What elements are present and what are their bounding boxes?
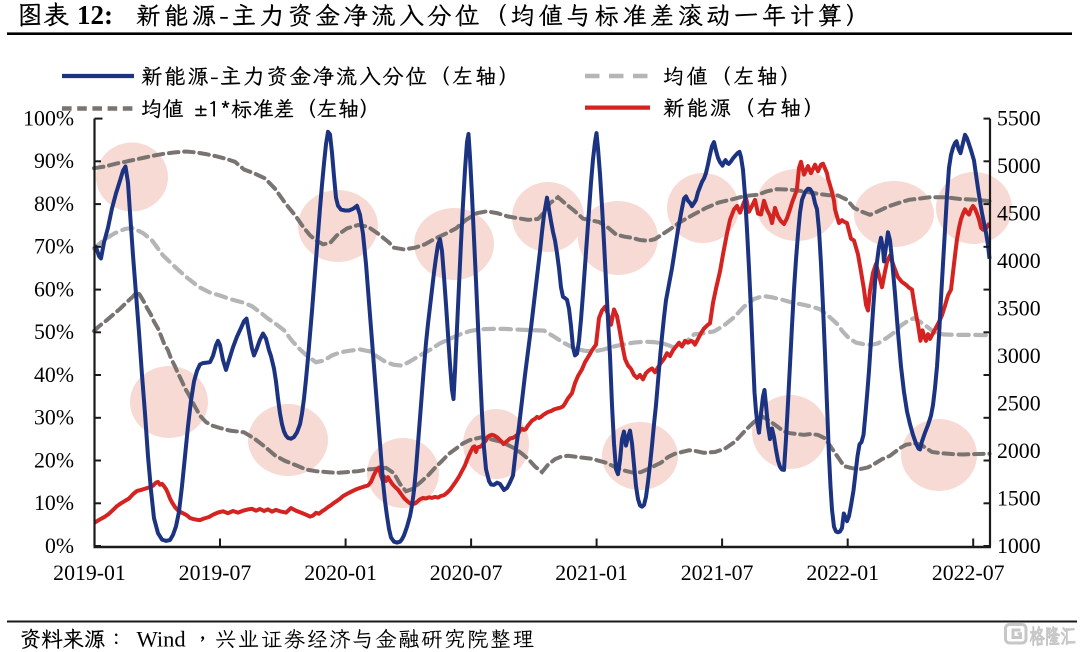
- svg-text:2020-07: 2020-07: [430, 561, 503, 585]
- svg-text:3500: 3500: [997, 296, 1041, 320]
- svg-text:60%: 60%: [34, 277, 74, 301]
- svg-text:12:: 12:: [77, 0, 113, 30]
- svg-text:20%: 20%: [34, 448, 74, 472]
- svg-text:2021-07: 2021-07: [681, 561, 754, 585]
- svg-text:2500: 2500: [997, 391, 1041, 415]
- svg-text:0%: 0%: [45, 534, 74, 558]
- svg-text:50%: 50%: [34, 320, 74, 344]
- svg-text:2019-07: 2019-07: [179, 561, 252, 585]
- svg-text:10%: 10%: [34, 491, 74, 515]
- svg-text:1500: 1500: [997, 486, 1041, 510]
- svg-text:4000: 4000: [997, 249, 1041, 273]
- svg-text:90%: 90%: [34, 149, 74, 173]
- svg-text:2019-01: 2019-01: [53, 561, 126, 585]
- svg-text:40%: 40%: [34, 363, 74, 387]
- svg-text:80%: 80%: [34, 192, 74, 216]
- svg-text:2022-07: 2022-07: [932, 561, 1005, 585]
- svg-text:2000: 2000: [997, 439, 1041, 463]
- svg-text:2021-01: 2021-01: [555, 561, 628, 585]
- svg-text:2022-01: 2022-01: [806, 561, 879, 585]
- svg-text:5000: 5000: [997, 154, 1041, 178]
- svg-text:70%: 70%: [34, 235, 74, 259]
- svg-text:5500: 5500: [997, 106, 1041, 130]
- svg-text:2020-01: 2020-01: [304, 561, 377, 585]
- svg-text:Wind: Wind: [137, 627, 186, 652]
- svg-text:100%: 100%: [23, 106, 74, 130]
- svg-text:3000: 3000: [997, 344, 1041, 368]
- svg-text:1000: 1000: [997, 534, 1041, 558]
- svg-text:30%: 30%: [34, 406, 74, 430]
- svg-text:4500: 4500: [997, 201, 1041, 225]
